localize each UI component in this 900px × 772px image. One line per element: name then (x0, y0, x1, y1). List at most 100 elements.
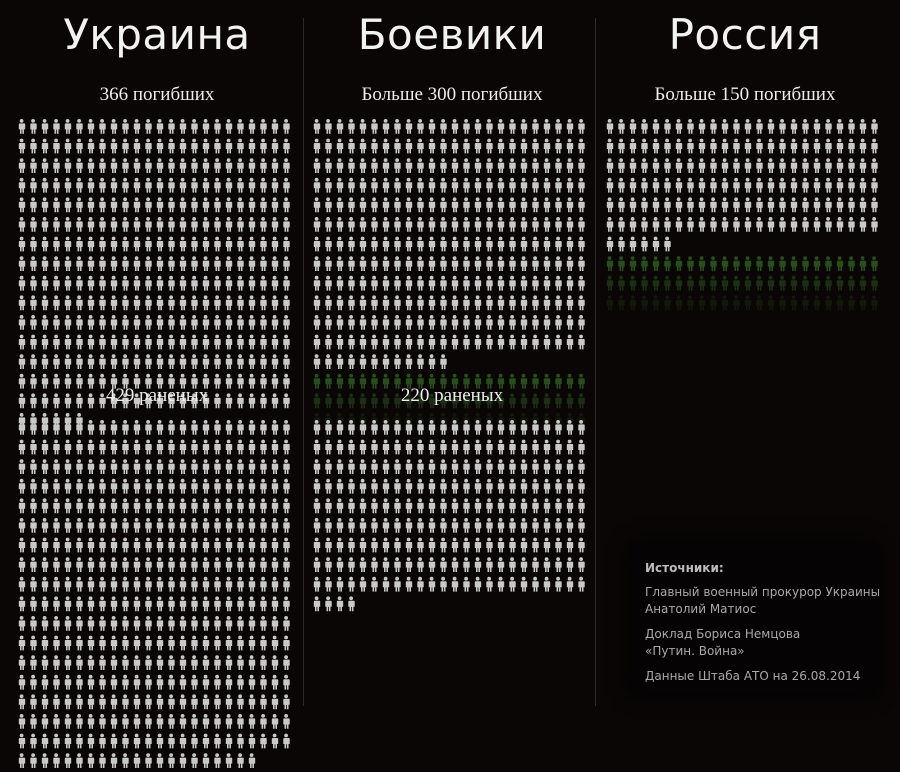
person-icon (606, 236, 614, 252)
person-icon (641, 217, 648, 232)
person-icon (76, 635, 83, 651)
person-icon (18, 275, 26, 291)
person-icon (87, 459, 95, 474)
person-icon (394, 354, 401, 369)
person-icon (532, 420, 539, 435)
person-icon (532, 498, 539, 514)
person-icon (202, 295, 210, 311)
person-icon (122, 236, 129, 252)
person-icon (202, 275, 210, 291)
person-icon (463, 217, 470, 232)
person-icon (348, 596, 355, 612)
person-icon (202, 596, 210, 612)
person-icon (474, 275, 482, 291)
person-icon (675, 177, 683, 193)
person-icon (237, 557, 244, 572)
person-icon (237, 119, 244, 134)
person-icon (248, 275, 256, 291)
person-icon (18, 733, 26, 749)
person-icon (848, 119, 855, 134)
person-icon (145, 393, 152, 409)
person-icon (41, 373, 49, 389)
person-icon (133, 197, 141, 213)
person-icon (543, 119, 551, 134)
person-icon (76, 537, 83, 553)
person-icon (382, 236, 390, 252)
person-icon (271, 256, 279, 271)
person-icon (405, 557, 413, 572)
person-icon (41, 256, 49, 271)
person-icon (428, 119, 436, 134)
person-icon (641, 256, 648, 271)
person-icon (30, 478, 37, 494)
person-icon (41, 119, 49, 134)
person-icon (871, 177, 878, 193)
source-item: Доклад Бориса Немцова «Путин. Война» (645, 626, 876, 660)
person-icon (18, 334, 26, 350)
person-icon (122, 256, 129, 271)
person-icon (652, 138, 660, 154)
person-icon (145, 537, 152, 553)
person-icon (237, 655, 244, 670)
person-icon (629, 197, 637, 213)
person-icon (606, 177, 614, 193)
person-icon (271, 694, 279, 710)
person-icon (675, 256, 683, 271)
person-icon (202, 197, 210, 213)
person-icon (156, 694, 164, 710)
person-icon (428, 373, 436, 389)
person-icon (76, 177, 83, 193)
person-icon (848, 158, 855, 173)
person-icon (18, 420, 26, 435)
person-icon (30, 498, 37, 514)
person-icon (578, 498, 585, 514)
person-icon (214, 733, 221, 749)
source-line: Главный военный прокурор Украины (645, 585, 881, 599)
person-icon (405, 478, 413, 494)
person-icon (520, 576, 528, 592)
person-icon (133, 655, 141, 670)
person-icon (578, 393, 585, 409)
person-icon (497, 334, 505, 350)
person-icon (313, 459, 321, 474)
person-icon (18, 459, 26, 474)
person-icon (359, 393, 367, 409)
person-icon (99, 420, 106, 435)
person-icon (225, 373, 233, 389)
person-icon (18, 518, 26, 533)
person-icon (675, 158, 683, 173)
person-icon (836, 177, 844, 193)
person-icon (133, 596, 141, 612)
person-icon (428, 158, 436, 173)
person-icon (53, 334, 60, 350)
person-icon (168, 439, 175, 455)
person-icon (836, 256, 844, 271)
person-icon (313, 393, 321, 409)
person-icon (417, 557, 424, 572)
person-icon (520, 138, 528, 154)
person-icon (271, 518, 279, 533)
person-icon (168, 655, 175, 670)
person-icon (30, 733, 37, 749)
person-icon (871, 275, 878, 291)
militants-killed-label: Больше 300 погибших (361, 84, 543, 105)
person-icon (76, 557, 83, 572)
person-icon (463, 177, 470, 193)
person-icon (156, 138, 164, 154)
person-icon (260, 158, 267, 173)
person-icon (271, 537, 279, 553)
person-icon (145, 733, 152, 749)
person-icon (405, 315, 413, 330)
person-icon (168, 158, 175, 173)
person-icon (99, 498, 106, 514)
person-icon (486, 439, 493, 455)
person-icon (41, 459, 49, 474)
person-icon (382, 177, 390, 193)
person-icon (348, 138, 355, 154)
person-icon (156, 674, 164, 690)
person-icon (76, 373, 83, 389)
person-icon (214, 217, 221, 232)
person-icon (41, 354, 49, 369)
person-icon (99, 439, 106, 455)
person-icon (30, 138, 37, 154)
